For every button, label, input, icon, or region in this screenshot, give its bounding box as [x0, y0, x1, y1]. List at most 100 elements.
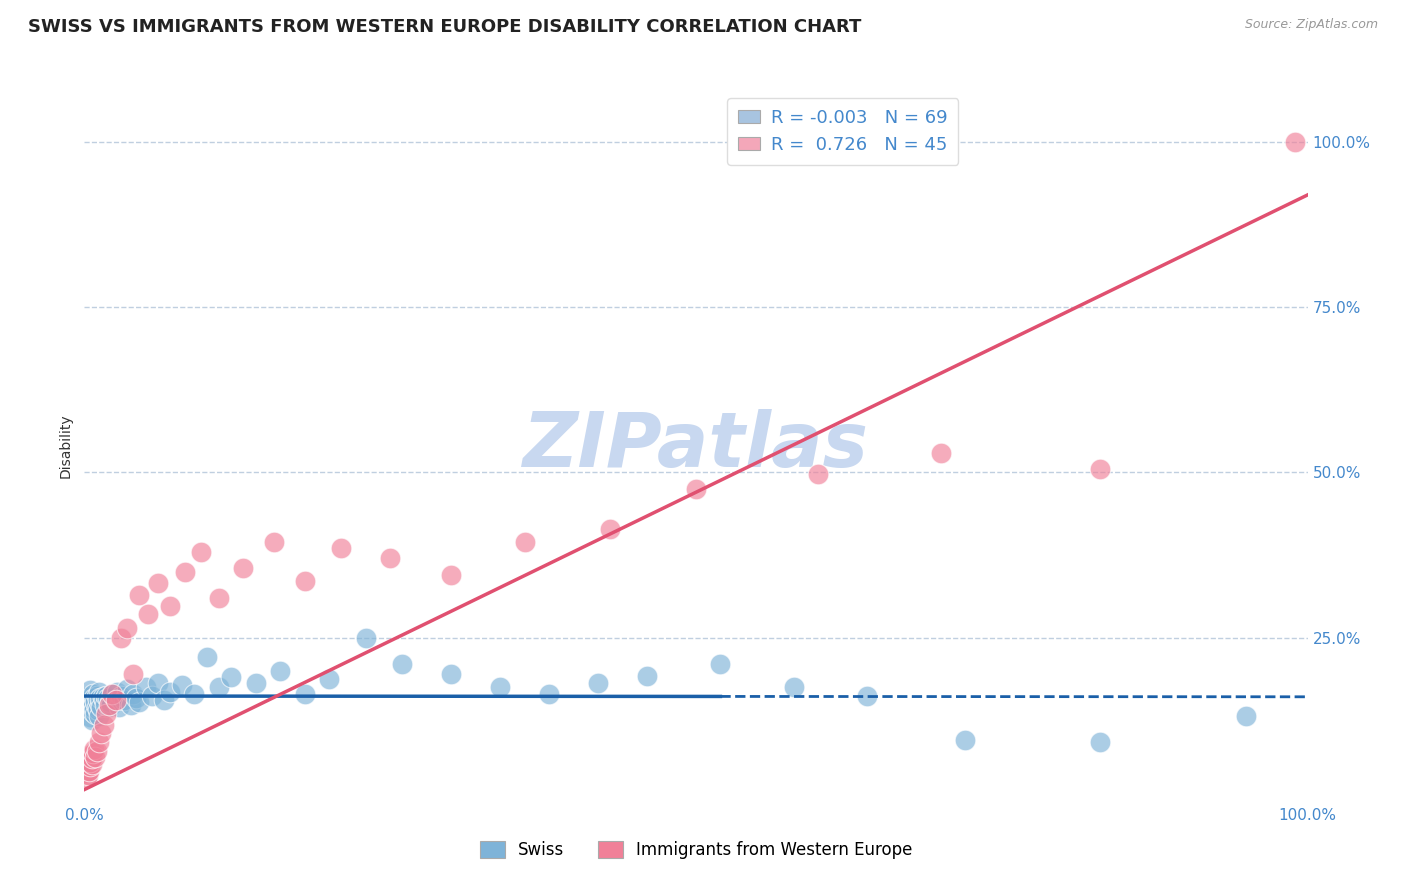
Point [1236, 708, 1258, 723]
Point [112, 693, 135, 707]
Point [190, 545, 212, 559]
Point [173, 565, 195, 579]
Point [82, 698, 104, 712]
Point [97, 700, 120, 714]
Point [80, 757, 103, 772]
Point [146, 675, 169, 690]
Point [82, 687, 104, 701]
Point [110, 689, 132, 703]
Point [159, 599, 181, 613]
Point [87, 735, 110, 749]
Point [77, 768, 100, 782]
Point [90, 726, 112, 740]
Point [93, 718, 115, 732]
Point [87, 693, 110, 707]
Point [97, 698, 120, 712]
Point [1284, 135, 1306, 149]
Point [208, 680, 231, 694]
Point [440, 667, 463, 681]
Point [929, 445, 952, 459]
Point [219, 670, 242, 684]
Point [153, 693, 176, 707]
Point [318, 672, 340, 686]
Point [77, 693, 100, 707]
Point [89, 698, 111, 712]
Point [101, 687, 124, 701]
Point [783, 680, 806, 694]
Point [96, 706, 118, 721]
Point [77, 753, 100, 767]
Point [84, 706, 107, 721]
Point [120, 698, 142, 712]
Point [586, 675, 609, 690]
Point [599, 522, 621, 536]
Point [122, 667, 145, 681]
Point [75, 766, 97, 780]
Point [77, 700, 100, 714]
Point [232, 561, 254, 575]
Point [101, 687, 124, 701]
Point [128, 588, 150, 602]
Point [86, 744, 108, 758]
Point [354, 631, 377, 645]
Point [84, 695, 107, 709]
Point [159, 685, 181, 699]
Point [513, 534, 536, 549]
Point [93, 693, 115, 707]
Point [97, 691, 120, 706]
Point [83, 702, 105, 716]
Point [953, 733, 976, 747]
Point [76, 771, 98, 785]
Point [294, 687, 316, 701]
Text: Source: ZipAtlas.com: Source: ZipAtlas.com [1244, 18, 1378, 31]
Point [105, 685, 128, 699]
Point [83, 691, 105, 706]
Point [107, 700, 129, 714]
Point [195, 650, 218, 665]
Point [685, 482, 707, 496]
Point [100, 698, 122, 712]
Point [86, 700, 108, 714]
Point [80, 713, 103, 727]
Point [80, 751, 103, 765]
Point [87, 708, 110, 723]
Point [90, 700, 112, 714]
Point [440, 567, 463, 582]
Point [146, 576, 169, 591]
Point [89, 691, 111, 706]
Point [79, 683, 101, 698]
Text: ZIPatlas: ZIPatlas [523, 409, 869, 483]
Point [76, 690, 98, 704]
Point [269, 664, 291, 678]
Point [82, 705, 104, 719]
Point [86, 689, 108, 703]
Legend: Swiss, Immigrants from Western Europe: Swiss, Immigrants from Western Europe [472, 834, 920, 866]
Point [141, 689, 163, 703]
Y-axis label: Disability: Disability [59, 414, 73, 478]
Point [489, 680, 512, 694]
Point [76, 759, 98, 773]
Point [110, 631, 132, 645]
Point [128, 695, 150, 709]
Point [636, 669, 658, 683]
Point [83, 741, 105, 756]
Point [94, 698, 117, 712]
Point [183, 687, 205, 701]
Point [807, 467, 830, 481]
Point [115, 682, 138, 697]
Point [104, 693, 127, 707]
Point [98, 695, 121, 709]
Point [380, 551, 402, 566]
Point [91, 690, 114, 704]
Point [538, 687, 561, 701]
Point [1088, 735, 1111, 749]
Point [263, 534, 285, 549]
Point [1088, 462, 1111, 476]
Point [84, 749, 107, 764]
Point [87, 685, 110, 699]
Point [87, 703, 110, 717]
Point [77, 764, 100, 778]
Point [245, 675, 267, 690]
Point [77, 748, 100, 763]
Point [330, 541, 353, 556]
